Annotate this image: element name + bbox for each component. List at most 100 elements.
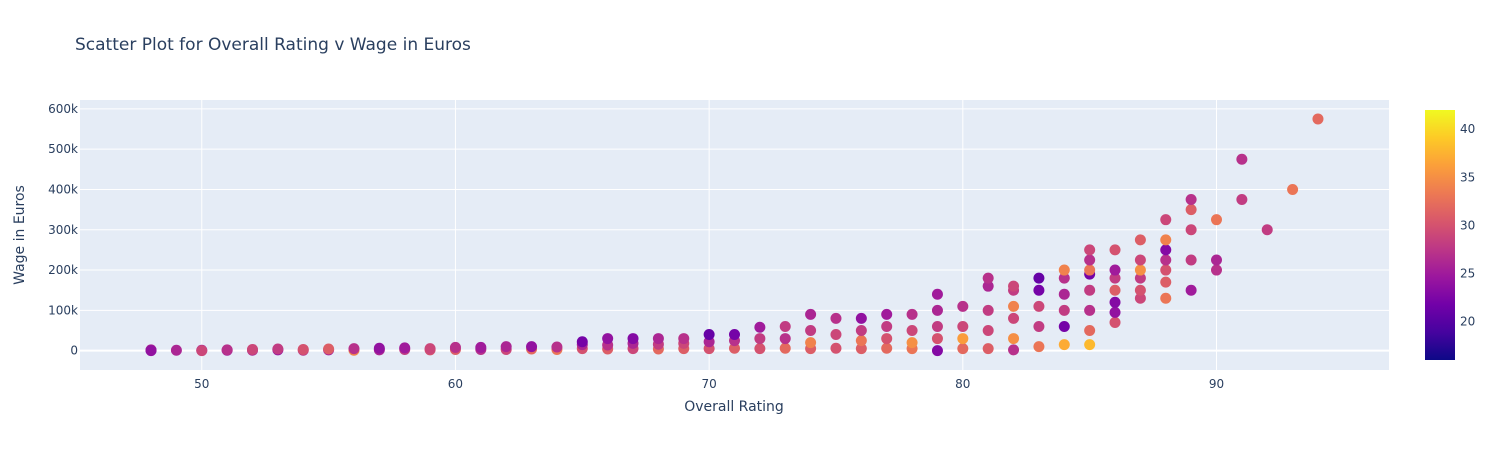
data-point: [957, 333, 969, 345]
colorbar-tick-labels: 20 25 30 35 40: [1460, 122, 1475, 328]
data-point: [1033, 341, 1045, 353]
data-point: [1084, 339, 1096, 351]
data-point: [881, 320, 893, 332]
data-point: [1134, 264, 1146, 276]
data-point: [297, 343, 309, 355]
data-point: [475, 341, 487, 353]
data-point: [424, 343, 436, 355]
data-point: [805, 337, 817, 349]
data-point: [830, 312, 842, 324]
data-point: [881, 342, 893, 354]
data-point: [1109, 306, 1121, 318]
data-point: [526, 341, 538, 353]
data-point: [1185, 224, 1197, 236]
data-point: [576, 336, 588, 348]
data-point: [551, 341, 563, 353]
data-point: [1185, 204, 1197, 216]
data-point: [1210, 254, 1222, 266]
data-point: [703, 329, 715, 341]
data-point: [805, 308, 817, 320]
data-point: [1160, 276, 1172, 288]
data-point: [678, 333, 690, 345]
data-point: [1084, 244, 1096, 256]
data-point: [1058, 288, 1070, 300]
data-point: [1058, 339, 1070, 351]
data-point: [1134, 292, 1146, 304]
data-point: [1109, 296, 1121, 308]
data-point: [729, 329, 740, 341]
data-point: [1008, 312, 1020, 324]
data-point: [1185, 194, 1197, 206]
x-tick-label: 80: [955, 377, 970, 391]
data-point: [500, 341, 512, 353]
y-tick-label: 600k: [48, 102, 78, 116]
data-point: [779, 333, 791, 345]
data-point: [1109, 284, 1121, 296]
data-point: [729, 342, 740, 354]
y-axis-title: Wage in Euros: [12, 185, 28, 285]
data-point: [1160, 264, 1172, 276]
data-point: [1109, 316, 1121, 328]
x-tick-label: 90: [1209, 377, 1224, 391]
data-point: [1160, 244, 1172, 256]
data-point: [602, 333, 614, 345]
data-point: [830, 329, 842, 341]
data-point: [754, 321, 766, 333]
data-point: [805, 325, 817, 337]
data-point: [1058, 320, 1070, 332]
data-point: [1134, 284, 1146, 296]
data-point: [855, 335, 867, 347]
data-point: [1185, 254, 1197, 266]
y-tick-label: 400k: [48, 182, 78, 196]
data-point: [652, 333, 664, 345]
data-point: [145, 345, 157, 357]
x-tick-label: 60: [448, 377, 463, 391]
data-point: [1287, 183, 1299, 195]
colorbar-tick-label: 25: [1460, 266, 1475, 280]
data-point: [247, 343, 259, 355]
data-point: [1084, 304, 1096, 316]
data-point: [1109, 272, 1121, 284]
data-point: [754, 343, 766, 355]
data-points: [145, 113, 1324, 357]
data-point: [1008, 280, 1020, 292]
data-point: [982, 280, 994, 292]
data-point: [1084, 254, 1096, 266]
data-point: [1033, 272, 1045, 284]
data-point: [982, 343, 994, 355]
data-point: [881, 333, 893, 345]
colorbar-tick-label: 20: [1460, 315, 1475, 329]
colorbar: [1425, 110, 1455, 360]
data-point: [323, 343, 335, 355]
data-point: [931, 288, 943, 300]
data-point: [1084, 325, 1096, 337]
data-point: [906, 337, 918, 349]
y-tick-label: 0: [70, 344, 78, 358]
y-tick-label: 200k: [48, 263, 78, 277]
data-point: [221, 344, 233, 356]
data-point: [1312, 113, 1324, 125]
data-point: [906, 325, 918, 337]
data-point: [1185, 284, 1197, 296]
data-point: [1160, 214, 1172, 226]
data-point: [1033, 300, 1045, 312]
data-point: [957, 320, 969, 332]
data-point: [1008, 333, 1020, 345]
data-point: [449, 341, 461, 353]
data-point: [1134, 272, 1146, 284]
data-point: [373, 342, 385, 354]
y-tick-label: 500k: [48, 142, 78, 156]
data-point: [348, 343, 360, 355]
y-tick-label: 100k: [48, 303, 78, 317]
data-point: [196, 345, 208, 357]
chart-title: Scatter Plot for Overall Rating v Wage i…: [75, 35, 471, 55]
data-point: [931, 345, 943, 357]
data-point: [982, 325, 994, 337]
data-point: [1210, 214, 1222, 226]
y-tick-label: 300k: [48, 223, 78, 237]
data-point: [1160, 254, 1172, 266]
data-point: [1236, 153, 1248, 165]
data-point: [855, 325, 867, 337]
data-point: [1033, 320, 1045, 332]
